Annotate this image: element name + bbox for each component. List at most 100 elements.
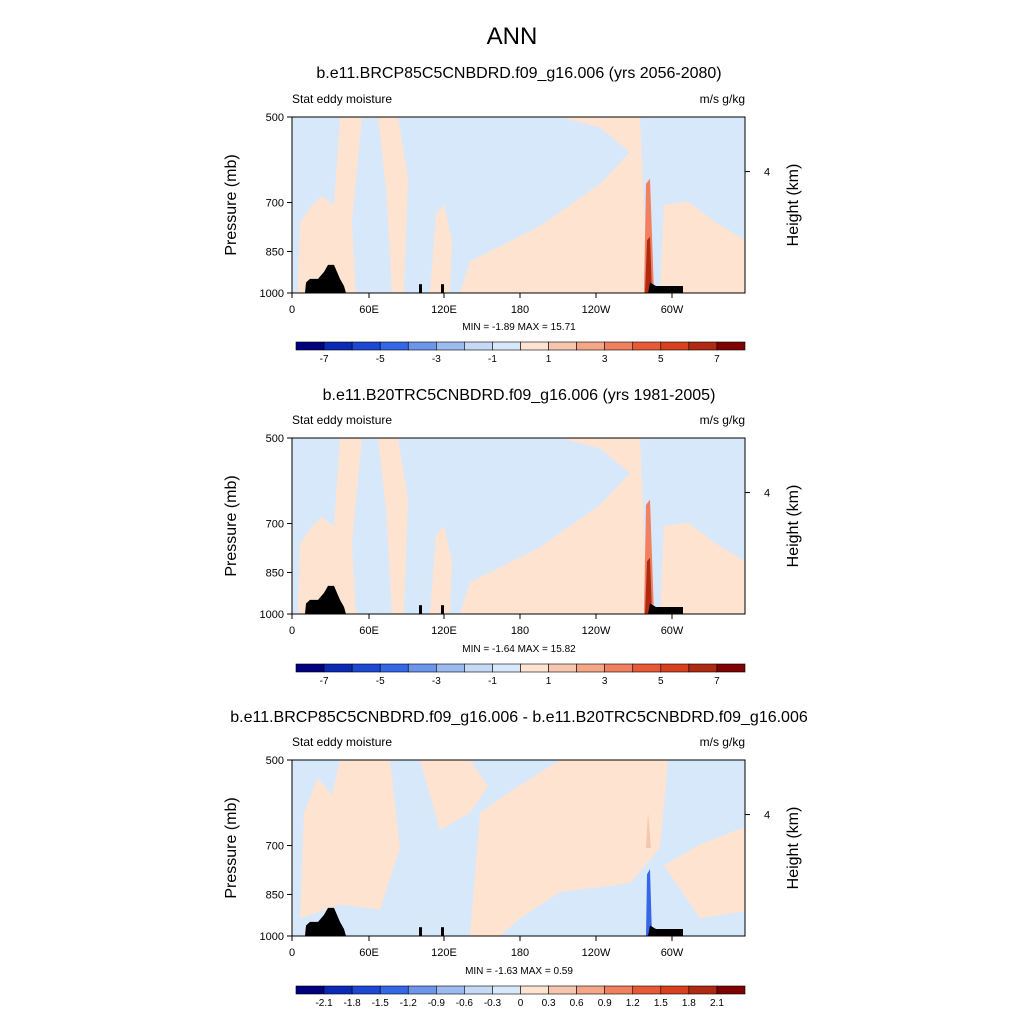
positive-region-4 (460, 438, 648, 614)
colorbar-label: -7 (320, 354, 329, 365)
topography-se-asia (441, 284, 444, 293)
colorbar-swatch (576, 985, 605, 995)
colorbar-swatch (576, 663, 605, 673)
topography-andes (648, 282, 683, 293)
colorbar-swatch (688, 663, 718, 673)
y-tick-label: 500 (266, 755, 284, 767)
y-axis-label: Pressure (mb) (223, 475, 240, 576)
y-tick-label: 700 (266, 198, 284, 210)
y-tick-label: 850 (266, 889, 284, 901)
topography-andes (648, 925, 683, 936)
min-max-stats: MIN = -1.64 MAX = 15.82 (462, 644, 576, 655)
colorbar-label: -3 (432, 354, 441, 365)
topography-africa (305, 907, 346, 936)
colorbar-label: 2.1 (710, 998, 724, 1009)
colorbar-swatch (436, 985, 465, 995)
colorbar-swatch (295, 663, 325, 673)
colorbar-swatch (604, 985, 634, 995)
positive-region-1 (298, 117, 362, 293)
colorbar-swatch (464, 985, 493, 995)
max-positive-core (645, 557, 652, 614)
y-tick-label: 1000 (260, 931, 284, 943)
positive-region-5 (660, 201, 745, 293)
x-tick-label: 60W (661, 304, 684, 316)
y-axis-label: Pressure (mb) (223, 154, 240, 255)
colorbar: -7 -5 -3 -1 1 3 5 7 (295, 341, 746, 365)
colorbar-swatch (548, 341, 577, 351)
panel-title: b.e11.BRCP85C5CNBDRD.f09_g16.006 - b.e11… (230, 709, 808, 726)
colorbar-swatch (351, 663, 381, 673)
page-title: ANN (487, 23, 538, 50)
colorbar-label: 1 (546, 354, 552, 365)
min-max-stats: MIN = -1.89 MAX = 15.71 (462, 322, 576, 333)
x-tick-label: 120E (431, 304, 457, 316)
y-tick-label: 500 (266, 112, 284, 124)
panel-title: b.e11.B20TRC5CNBDRD.f09_g16.006 (yrs 198… (323, 387, 716, 404)
colorbar-label: 7 (714, 354, 720, 365)
panel-right-string: m/s g/kg (700, 735, 745, 749)
colorbar-label: -1 (488, 354, 497, 365)
max-positive-core (645, 236, 652, 293)
colorbar-swatch (604, 663, 634, 673)
x-tick-label: 180 (511, 947, 529, 959)
colorbar-label: -1.5 (372, 998, 390, 1009)
min-max-stats: MIN = -1.63 MAX = 0.59 (465, 966, 573, 977)
x-tick-label: 120W (582, 625, 611, 637)
x-tick-label: 120E (431, 625, 457, 637)
x-tick-label: 120W (582, 304, 611, 316)
positive-region-4 (664, 826, 745, 919)
colorbar-label: 3 (602, 354, 608, 365)
colorbar-swatch (323, 663, 353, 673)
y-right-tick-label: 4 (764, 810, 770, 822)
colorbar-label: -1.8 (344, 998, 362, 1009)
colorbar-label: -5 (376, 354, 385, 365)
y-right-tick-label: 4 (764, 167, 770, 179)
panel-right-string: m/s g/kg (700, 92, 745, 106)
colorbar-swatch (548, 663, 577, 673)
colorbar-swatch (520, 341, 549, 351)
colorbar-swatch (407, 985, 437, 995)
colorbar-swatch (632, 663, 662, 673)
colorbar-label: 1 (546, 676, 552, 687)
colorbar-label: 3 (602, 676, 608, 687)
colorbar: -7 -5 -3 -1 1 3 5 7 (295, 663, 746, 687)
colorbar-swatch (492, 341, 521, 351)
colorbar-swatch (436, 663, 465, 673)
colorbar-label: 7 (714, 676, 720, 687)
y-right-tick-label: 4 (764, 488, 770, 500)
colorbar-swatch (379, 341, 409, 351)
colorbar-swatch (632, 341, 662, 351)
positive-region-3 (430, 526, 452, 614)
x-tick-label: 60E (359, 304, 379, 316)
colorbar-swatch (520, 663, 549, 673)
x-tick-label: 60W (661, 625, 684, 637)
plot-frame (291, 759, 746, 937)
colorbar-swatch (351, 985, 381, 995)
colorbar-swatch (716, 985, 746, 995)
colorbar-swatch (688, 341, 718, 351)
positive-region-2 (378, 117, 408, 293)
colorbar-swatch (407, 663, 437, 673)
colorbar-swatch (688, 985, 718, 995)
colorbar-label: 5 (658, 354, 664, 365)
colorbar-swatch (379, 985, 409, 995)
panel-title: b.e11.BRCP85C5CNBDRD.f09_g16.006 (yrs 20… (316, 65, 721, 82)
positive-core (646, 812, 651, 848)
y-right-axis-label: Height (km) (785, 164, 802, 247)
x-tick-label: 60E (359, 625, 379, 637)
positive-region-1 (298, 438, 362, 614)
negative-core (646, 869, 652, 936)
panel-left-string: Stat eddy moisture (292, 735, 392, 749)
colorbar-swatch (604, 341, 634, 351)
colorbar-swatch (323, 985, 353, 995)
colorbar-swatch (660, 985, 690, 995)
colorbar-swatch (407, 341, 437, 351)
x-tick-label: 0 (289, 947, 295, 959)
panel-3: b.e11.BRCP85C5CNBDRD.f09_g16.006 - b.e11… (223, 709, 808, 1009)
y-tick-label: 500 (266, 433, 284, 445)
panel-right-string: m/s g/kg (700, 413, 745, 427)
x-tick-label: 0 (289, 625, 295, 637)
colorbar-swatch (520, 985, 549, 995)
topography-tibet (419, 927, 422, 936)
